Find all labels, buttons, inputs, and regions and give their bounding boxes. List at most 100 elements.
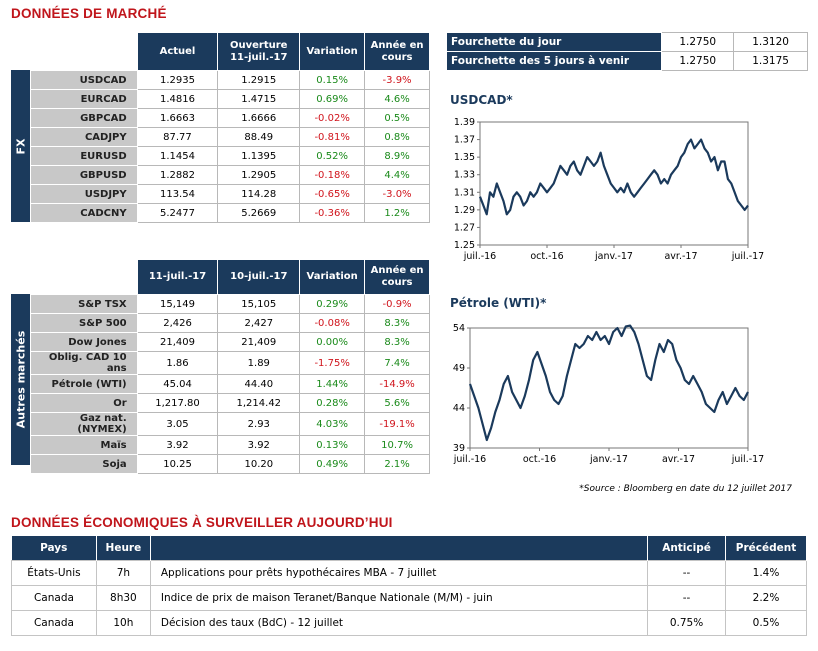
eco-cell-pays: États-Unis	[11, 559, 97, 586]
fx-header-actuel: Actuel	[136, 32, 219, 71]
eco-cell-desc: Indice de prix de maison Teranet/Banque …	[149, 584, 649, 611]
value-current: 21,409	[136, 332, 219, 352]
eco-header-anticipe: Anticipé	[647, 536, 726, 560]
y-tick-label: 1.25	[454, 240, 475, 251]
y-tick-label: 49	[453, 363, 465, 374]
y-tick-label: 39	[453, 443, 465, 454]
market-row: Oblig. CAD 10 ans 1.86 1.89 -1.75% 7.4%	[30, 351, 430, 375]
market-row: Maïs 3.92 3.92 0.13% 10.7%	[30, 435, 430, 455]
value-ytd: -0.9%	[364, 294, 430, 314]
value-current: 1,217.80	[136, 393, 219, 413]
market-row: Dow Jones 21,409 21,409 0.00% 8.3%	[30, 332, 430, 352]
x-tick-label: avr.-17	[664, 251, 697, 262]
value-variation: -0.08%	[299, 313, 366, 333]
instrument-name: USDCAD	[30, 70, 138, 90]
range-row-day: Fourchette du jour 1.2750 1.3120	[445, 32, 808, 52]
value-current: 1.1454	[136, 146, 219, 166]
value-ytd: 0.8%	[364, 127, 430, 147]
value-ytd: -19.1%	[364, 412, 430, 436]
x-tick-label: juil.-17	[731, 251, 764, 262]
instrument-name: Soja	[30, 454, 138, 474]
x-tick-label: juil.-16	[453, 454, 486, 465]
eco-cell-heure: 7h	[95, 559, 151, 586]
value-variation: 0.49%	[299, 454, 366, 474]
market-row: S&P 500 2,426 2,427 -0.08% 8.3%	[30, 313, 430, 333]
usdcad-chart-title: USDCAD*	[450, 93, 513, 107]
value-previous: 2.93	[217, 412, 301, 436]
fx-header-ouverture: Ouverture 11-juil.-17	[217, 32, 301, 71]
value-previous: 3.92	[217, 435, 301, 455]
instrument-name: Oblig. CAD 10 ans	[30, 351, 138, 375]
series-line	[468, 324, 749, 442]
value-current: 1.4816	[136, 89, 219, 109]
range-label: Fourchette du jour	[445, 32, 663, 52]
value-variation: 0.13%	[299, 435, 366, 455]
value-ytd: 10.7%	[364, 435, 430, 455]
x-tick-label: avr.-17	[662, 454, 695, 465]
range-row-5day: Fourchette des 5 jours à venir 1.2750 1.…	[445, 51, 808, 71]
range-table: Fourchette du jour 1.2750 1.3120 Fourche…	[445, 32, 808, 71]
range-low: 1.2750	[661, 51, 735, 71]
value-variation: -0.02%	[299, 108, 366, 128]
market-row: CADJPY 87.77 88.49 -0.81% 0.8%	[30, 127, 430, 147]
value-previous: 2,427	[217, 313, 301, 333]
eco-cell-pays: Canada	[11, 584, 97, 611]
other-header-spacer	[30, 259, 138, 295]
market-row: USDJPY 113.54 114.28 -0.65% -3.0%	[30, 184, 430, 204]
value-ytd: 4.6%	[364, 89, 430, 109]
value-previous: 1.6666	[217, 108, 301, 128]
value-variation: 0.52%	[299, 146, 366, 166]
value-previous: 1.2915	[217, 70, 301, 90]
value-previous: 5.2669	[217, 203, 301, 223]
y-tick-label: 1.29	[454, 205, 475, 216]
x-tick-label: juil.-16	[463, 251, 496, 262]
fx-table: Actuel Ouverture 11-juil.-17 Variation A…	[30, 32, 430, 223]
plot-area	[479, 121, 749, 246]
other-header-date1: 11-juil.-17	[136, 259, 219, 295]
other-side-label-text: Autres marchés	[14, 330, 28, 429]
value-variation: -0.81%	[299, 127, 366, 147]
y-tick-label: 1.35	[454, 152, 475, 163]
eco-cell-precedent: 2.2%	[725, 584, 807, 611]
instrument-name: Pétrole (WTI)	[30, 374, 138, 394]
fx-side-label: FX	[11, 70, 30, 222]
y-tick-label: 1.39	[454, 117, 475, 128]
series-line	[478, 138, 749, 216]
other-header-variation: Variation	[299, 259, 366, 295]
value-variation: -1.75%	[299, 351, 366, 375]
value-previous: 21,409	[217, 332, 301, 352]
instrument-name: S&P TSX	[30, 294, 138, 314]
value-previous: 15,105	[217, 294, 301, 314]
value-variation: 0.15%	[299, 70, 366, 90]
market-row: EURUSD 1.1454 1.1395 0.52% 8.9%	[30, 146, 430, 166]
value-current: 1.6663	[136, 108, 219, 128]
value-current: 15,149	[136, 294, 219, 314]
value-ytd: 2.1%	[364, 454, 430, 474]
instrument-name: EURUSD	[30, 146, 138, 166]
value-ytd: 4.4%	[364, 165, 430, 185]
range-high: 1.3120	[733, 32, 808, 52]
value-current: 1.2935	[136, 70, 219, 90]
value-current: 87.77	[136, 127, 219, 147]
y-tick-label: 1.31	[454, 187, 475, 198]
fx-header-variation: Variation	[299, 32, 366, 71]
eco-row: États-Unis 7h Applications pour prêts hypo…	[11, 559, 807, 586]
value-current: 1.2882	[136, 165, 219, 185]
eco-cell-anticipe: --	[647, 559, 726, 586]
value-previous: 1,214.42	[217, 393, 301, 413]
value-current: 1.86	[136, 351, 219, 375]
eco-row: Canada 8h30 Indice de prix de maison Teran…	[11, 584, 807, 611]
value-ytd: 8.9%	[364, 146, 430, 166]
value-variation: 0.00%	[299, 332, 366, 352]
market-row: EURCAD 1.4816 1.4715 0.69% 4.6%	[30, 89, 430, 109]
eco-header-precedent: Précédent	[725, 536, 807, 560]
y-tick-label: 1.27	[454, 222, 475, 233]
value-previous: 114.28	[217, 184, 301, 204]
value-ytd: 7.4%	[364, 351, 430, 375]
eco-header-heure: Heure	[96, 536, 151, 560]
value-previous: 1.2905	[217, 165, 301, 185]
market-row: Gaz nat. (NYMEX) 3.05 2.93 4.03% -19.1%	[30, 412, 430, 436]
value-variation: 0.69%	[299, 89, 366, 109]
market-row: USDCAD 1.2935 1.2915 0.15% -3.9%	[30, 70, 430, 90]
eco-cell-heure: 10h	[95, 609, 151, 636]
